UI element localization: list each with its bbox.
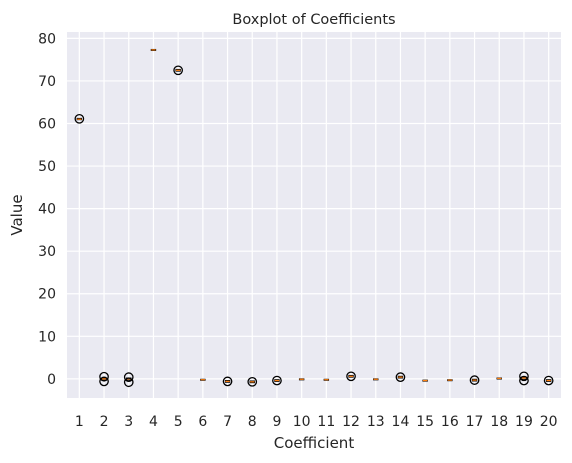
chart-title: Boxplot of Coefficients bbox=[232, 12, 395, 28]
x-tick-label: 20 bbox=[540, 414, 558, 430]
x-tick-label: 10 bbox=[293, 414, 311, 430]
outlier-point bbox=[469, 375, 480, 385]
y-tick-label: 50 bbox=[38, 159, 56, 175]
x-tick-label: 17 bbox=[466, 414, 484, 430]
outlier-point bbox=[173, 65, 183, 76]
outlier-point bbox=[74, 113, 85, 124]
x-tick-label: 18 bbox=[490, 414, 508, 430]
box-13 bbox=[373, 378, 379, 381]
x-tick-label: 8 bbox=[248, 414, 257, 430]
y-tick-label: 70 bbox=[38, 74, 56, 90]
x-tick-label: 13 bbox=[367, 414, 385, 430]
box-8 bbox=[247, 376, 258, 387]
x-tick-label: 7 bbox=[223, 414, 232, 430]
x-tick-label: 6 bbox=[198, 414, 207, 430]
x-tick-label: 11 bbox=[317, 414, 335, 430]
boxes bbox=[74, 48, 554, 388]
box-3 bbox=[123, 372, 134, 388]
box-7 bbox=[222, 376, 233, 387]
box-19 bbox=[519, 371, 529, 386]
x-tick-labels: 1 2 3 4 5 6 7 8 9 10 11 12 13 14 15 16 17 18 19 20 bbox=[75, 414, 558, 430]
y-tick-label: 20 bbox=[38, 287, 56, 303]
outlier-point bbox=[346, 371, 356, 382]
y-tick-label: 30 bbox=[38, 244, 56, 260]
x-tick-label: 12 bbox=[342, 414, 360, 430]
outlier-point bbox=[247, 376, 258, 387]
outlier-point bbox=[123, 377, 134, 388]
x-axis-label: Coefficient bbox=[274, 434, 355, 452]
box-1 bbox=[74, 113, 85, 124]
box-10 bbox=[298, 378, 305, 381]
plot-area bbox=[67, 32, 561, 398]
outlier-point bbox=[272, 375, 282, 386]
outlier-point bbox=[99, 371, 109, 382]
box-20 bbox=[543, 375, 554, 386]
outlier-point bbox=[99, 376, 109, 387]
outlier-point bbox=[543, 375, 554, 386]
box-2 bbox=[99, 371, 109, 387]
box-4 bbox=[150, 48, 157, 51]
x-tick-label: 3 bbox=[124, 414, 133, 430]
box-15 bbox=[422, 379, 428, 382]
y-tick-label: 0 bbox=[47, 372, 56, 388]
outlier-point bbox=[123, 372, 134, 382]
grid bbox=[67, 32, 561, 398]
outlier-point bbox=[519, 375, 529, 386]
y-tick-label: 60 bbox=[38, 117, 56, 133]
y-tick-labels: 0 10 20 30 40 50 60 70 80 bbox=[38, 31, 56, 387]
x-tick-label: 9 bbox=[272, 414, 281, 430]
x-tick-label: 5 bbox=[174, 414, 183, 430]
x-tick-label: 1 bbox=[75, 414, 84, 430]
x-tick-label: 15 bbox=[416, 414, 434, 430]
x-tick-label: 4 bbox=[149, 414, 158, 430]
box-9 bbox=[272, 375, 282, 386]
x-tick-label: 14 bbox=[392, 414, 410, 430]
outlier-point bbox=[395, 372, 406, 382]
y-tick-label: 80 bbox=[38, 31, 56, 47]
box-14 bbox=[395, 372, 406, 382]
box-17 bbox=[469, 375, 480, 385]
x-tick-label: 2 bbox=[100, 414, 109, 430]
box-18 bbox=[496, 377, 502, 380]
y-tick-label: 40 bbox=[38, 202, 56, 218]
box-5 bbox=[173, 65, 183, 76]
x-tick-label: 19 bbox=[515, 414, 533, 430]
y-tick-label: 10 bbox=[38, 329, 56, 345]
y-axis-label: Value bbox=[8, 194, 26, 235]
box-16 bbox=[447, 379, 453, 382]
x-tick-label: 16 bbox=[441, 414, 459, 430]
box-12 bbox=[346, 371, 356, 382]
box-6 bbox=[200, 378, 206, 381]
box-11 bbox=[323, 378, 330, 381]
outlier-point bbox=[519, 371, 529, 382]
outlier-point bbox=[222, 376, 233, 387]
